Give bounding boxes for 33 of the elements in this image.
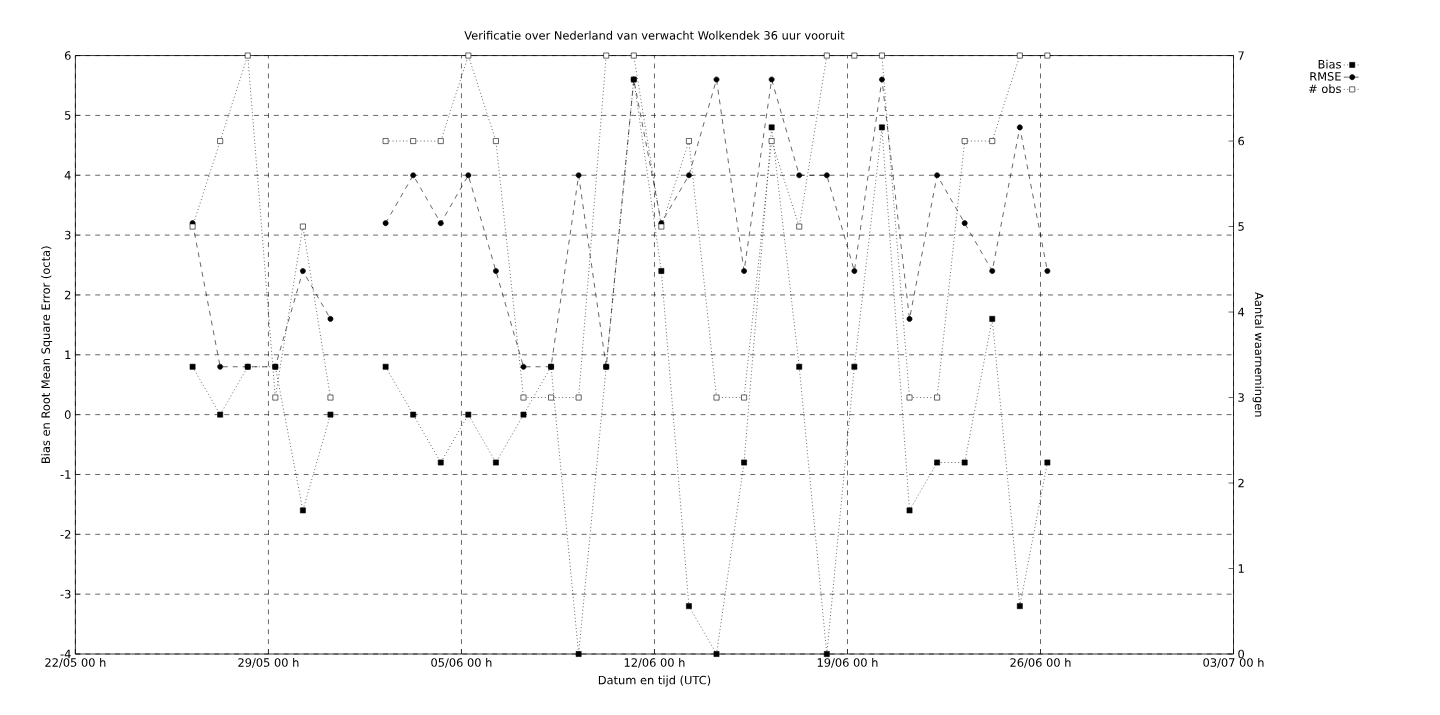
y-tick-label: 1 — [65, 350, 71, 360]
y-tick-label: 0 — [64, 410, 71, 420]
y-tick-label: -1 — [60, 470, 71, 479]
x-tick-label: 26/06 00 h — [1010, 658, 1071, 668]
y-tick-label: -2 — [60, 530, 71, 539]
y-tick-label: 6 — [64, 51, 71, 61]
chart-title: Verificatie over Nederland van verwacht Wolkendek 36 uur vooruit — [464, 31, 845, 40]
x-tick-label: 19/06 00 h — [817, 658, 878, 668]
legend-label: Bias — [1318, 59, 1341, 69]
y-tick-label: -4 — [60, 650, 71, 659]
y2-tick-label: 3 — [1238, 393, 1244, 403]
legend-label: RMSE — [1310, 72, 1341, 81]
y-tick-label: 3 — [65, 231, 71, 240]
y-tick-label: 5 — [65, 111, 71, 120]
y2-tick-label: 2 — [1238, 479, 1244, 488]
y2-tick-label: 1 — [1238, 564, 1244, 573]
y-tick-label: 2 — [64, 290, 71, 300]
y2-tick-label: 7 — [1238, 51, 1244, 60]
x-tick-label: 03/07 00 h — [1203, 658, 1264, 668]
y2-axis-title: Aantal waarnemingen — [1252, 292, 1264, 417]
legend-label: # obs — [1309, 84, 1341, 94]
x-axis-title: Datum en tijd (UTC) — [598, 675, 711, 687]
y2-tick-label: 6 — [1238, 136, 1245, 146]
y2-tick-label: 4 — [1238, 308, 1245, 317]
x-tick-label: 22/05 00 h — [45, 658, 106, 668]
x-tick-label: 05/06 00 h — [431, 658, 492, 668]
x-tick-label: 29/05 00 h — [238, 658, 299, 668]
y-tick-label: -3 — [60, 590, 71, 599]
y-tick-label: 4 — [64, 171, 71, 180]
x-tick-label: 12/06 00 h — [624, 658, 685, 668]
y2-tick-label: 5 — [1238, 222, 1244, 231]
y2-tick-label: 0 — [1238, 649, 1245, 659]
y-axis-title: Bias en Root Mean Square Error (octa) — [41, 246, 53, 464]
